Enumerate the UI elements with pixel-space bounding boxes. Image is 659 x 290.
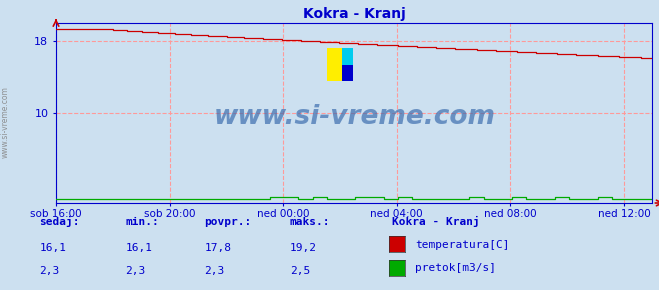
Text: povpr.:: povpr.:: [204, 217, 252, 227]
Bar: [328, 48, 342, 81]
Text: 2,3: 2,3: [204, 266, 225, 276]
Text: 2,5: 2,5: [290, 266, 310, 276]
Text: Kokra - Kranj: Kokra - Kranj: [392, 216, 480, 227]
Text: www.si-vreme.com: www.si-vreme.com: [214, 104, 495, 130]
Text: 16,1: 16,1: [40, 243, 67, 253]
Title: Kokra - Kranj: Kokra - Kranj: [303, 7, 405, 21]
Text: temperatura[C]: temperatura[C]: [415, 240, 509, 250]
Text: min.:: min.:: [125, 217, 159, 227]
Text: pretok[m3/s]: pretok[m3/s]: [415, 263, 496, 273]
Text: sedaj:: sedaj:: [40, 216, 80, 227]
Text: 2,3: 2,3: [125, 266, 146, 276]
Bar: [342, 48, 353, 81]
Text: 17,8: 17,8: [204, 243, 231, 253]
Text: 19,2: 19,2: [290, 243, 317, 253]
Text: www.si-vreme.com: www.si-vreme.com: [1, 86, 10, 158]
Bar: [342, 65, 353, 81]
Text: 2,3: 2,3: [40, 266, 60, 276]
Text: maks.:: maks.:: [290, 217, 330, 227]
Text: 16,1: 16,1: [125, 243, 152, 253]
